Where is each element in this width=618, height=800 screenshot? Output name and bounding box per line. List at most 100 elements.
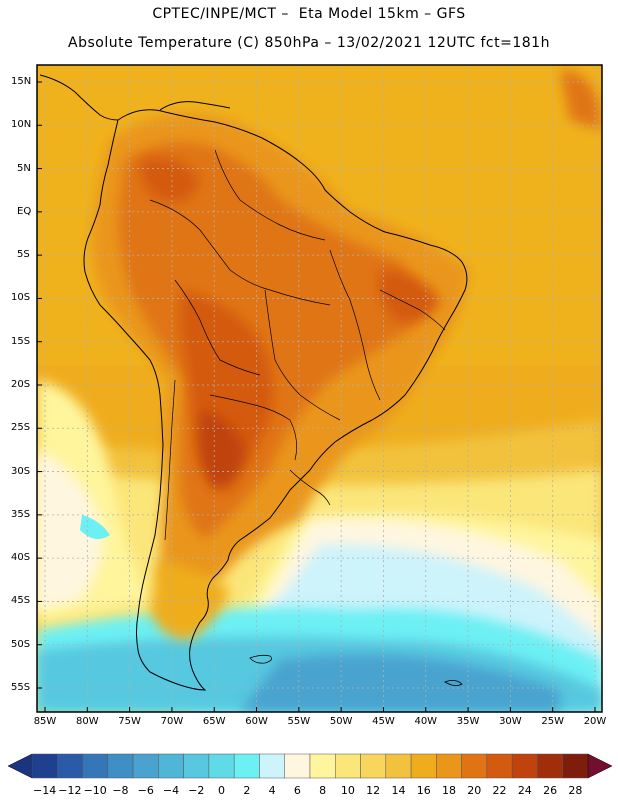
colorbar-label: 24 (517, 784, 532, 797)
colorbar-label: 22 (492, 784, 507, 797)
colorbar-swatch (31, 753, 58, 779)
border-7 (379, 289, 446, 331)
lon-label: 45W (372, 716, 395, 727)
lat-label: 45S (11, 595, 31, 607)
border-4 (209, 394, 297, 461)
coastline (39, 74, 468, 691)
colorbar-label: 18 (442, 784, 456, 797)
lat-label: EQ (17, 205, 32, 217)
lon-label: 65W (202, 716, 226, 727)
colorbar-swatch (410, 753, 437, 779)
border-8 (164, 379, 176, 541)
border-5 (264, 289, 341, 421)
lat-label: 10N (11, 119, 32, 131)
colorbar-swatch (284, 753, 311, 779)
colorbar-swatch (385, 753, 412, 779)
colorbar-swatch (158, 753, 184, 779)
title-line-1: CPTEC/INPE/MCT – Eta Model 15km – GFS (152, 6, 466, 22)
field-patagonia (150, 560, 230, 640)
colorbar-label: 26 (543, 784, 558, 797)
colorbar-label: −2 (188, 784, 205, 797)
lat-label: 15S (11, 335, 31, 347)
colorbar-swatch (562, 753, 589, 779)
colorbar-swatch (183, 753, 210, 779)
lon-label: 40W (414, 716, 438, 727)
border-6 (329, 249, 381, 401)
colorbar-label: −14 (33, 784, 57, 797)
colorbar-label: −10 (83, 784, 107, 797)
field-core-north (140, 157, 200, 203)
lat-label: 30S (11, 465, 31, 477)
colorbar-label: 12 (366, 784, 381, 797)
colorbar-swatch (537, 753, 563, 779)
south-georgia (444, 680, 463, 686)
colorbar-swatch (259, 753, 285, 779)
border-1 (149, 199, 331, 306)
colorbar-swatch (82, 753, 109, 779)
border-9 (289, 469, 331, 506)
lat-label: 10S (11, 292, 31, 304)
colorbar-label: 6 (293, 784, 301, 797)
lat-label: 35S (11, 508, 31, 520)
lat-label: 5N (17, 162, 31, 174)
border-3 (174, 279, 261, 376)
lon-label: 70W (160, 716, 184, 727)
lon-label: 25W (541, 716, 564, 727)
colorbar-swatch (309, 753, 336, 779)
colorbar-label: −8 (112, 784, 129, 797)
lon-label: 60W (245, 716, 268, 727)
colorbar-label: −6 (137, 784, 154, 797)
colorbar-label: −12 (58, 784, 82, 797)
lat-label: 55S (11, 682, 31, 693)
lon-label: 80W (75, 716, 99, 727)
field-atlantic-hot (560, 70, 602, 130)
lon-label: 85W (33, 716, 57, 727)
colorbar-over-arrow (587, 753, 613, 779)
colorbar-label: 28 (568, 784, 583, 797)
field-band-m2 (240, 654, 560, 712)
central-america-coast (39, 74, 119, 121)
lat-label: 50S (11, 638, 31, 650)
colorbar-label: 2 (243, 784, 251, 797)
colorbar-label: 14 (391, 784, 406, 797)
lon-label: 75W (118, 716, 141, 727)
lon-label: 30W (499, 716, 522, 727)
south-america-coast (83, 109, 468, 691)
colorbar-label: −4 (162, 784, 180, 797)
lon-label: 35W (456, 716, 480, 727)
colorbar-label: 20 (467, 784, 482, 797)
colorbar-swatch (436, 753, 462, 779)
lon-label: 50W (329, 716, 353, 727)
field-continent-hot (118, 142, 418, 540)
colorbar-swatch (107, 753, 134, 779)
lat-label: 5S (17, 249, 30, 261)
field-core-24 (200, 410, 245, 490)
falklands (249, 654, 273, 664)
islands (249, 654, 463, 686)
colorbar-swatch (461, 753, 488, 779)
colorbar-swatch (360, 753, 387, 779)
border-2 (214, 149, 326, 241)
frame-ticks (37, 81, 596, 712)
lat-label: 25S (11, 422, 31, 434)
colorbar-swatch (57, 753, 83, 779)
lon-label: 55W (287, 716, 311, 727)
lat-label: 40S (11, 552, 31, 564)
colorbar-label: 4 (268, 784, 276, 797)
field-core-ne (379, 270, 440, 323)
colorbar-swatch (335, 753, 361, 779)
title-line-2: Absolute Temperature (C) 850hPa – 13/02/… (68, 35, 550, 51)
colorbar-label: 0 (218, 784, 226, 797)
lat-label: 15N (11, 76, 32, 87)
colorbar-label: 8 (319, 784, 327, 797)
map-frame (36, 64, 603, 713)
colorbar-swatch (511, 753, 538, 779)
lon-label: 20W (583, 716, 607, 727)
colorbar-swatch (233, 753, 260, 779)
graticule (37, 65, 602, 712)
caribbean-coast (159, 101, 231, 111)
colorbar-label: 16 (416, 784, 431, 797)
colorbar-under-arrow (7, 753, 33, 779)
colorbar-swatch (132, 753, 159, 779)
